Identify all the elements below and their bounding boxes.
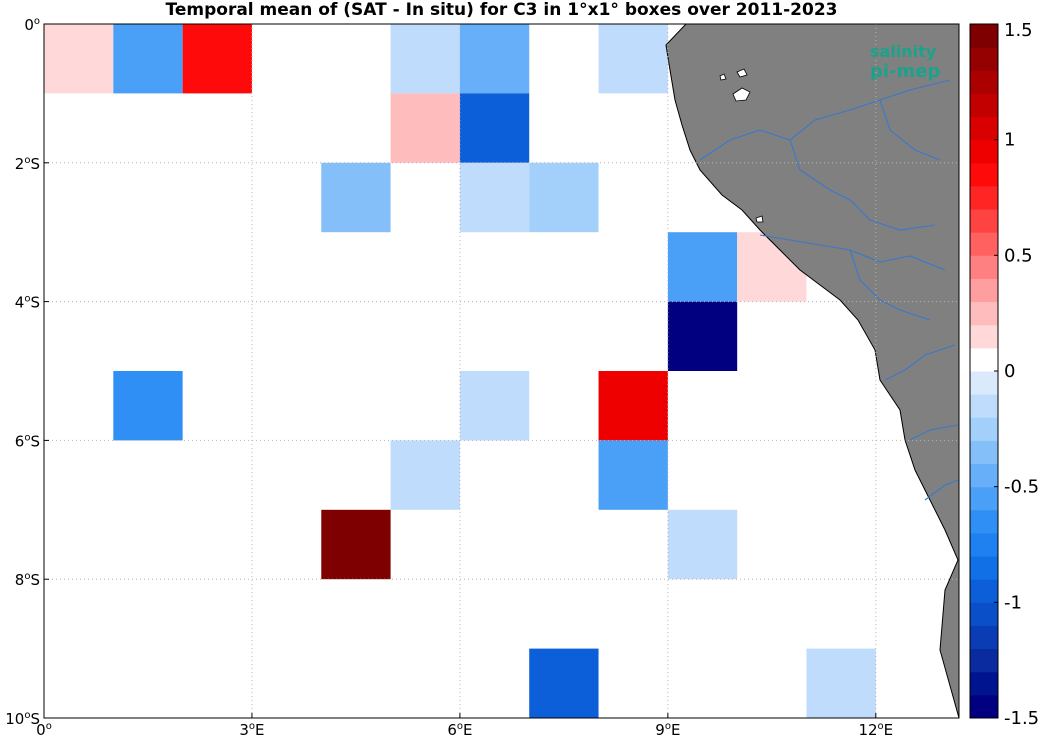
y-tick-label: 2oS (15, 155, 40, 173)
colorbar-ticks: 1.5 1 0.5 0 -0.5 -1 -1.5 (994, 20, 1039, 729)
y-tick-label: 8oS (15, 571, 40, 589)
colorbar-tick-label: 0 (1004, 361, 1015, 382)
heatmap-cell (529, 162, 599, 233)
y-tick-label: 10oS (5, 710, 40, 728)
colorbar-band (970, 509, 998, 534)
heatmap-cell (598, 24, 668, 94)
river (884, 344, 956, 381)
colorbar-band (970, 417, 998, 441)
island (736, 68, 748, 78)
colorbar-band (970, 301, 998, 326)
colorbar-band (970, 556, 998, 580)
x-tick-label: 12oE (858, 721, 893, 739)
heatmap-cell (390, 440, 460, 510)
river (909, 424, 959, 441)
island (719, 73, 727, 81)
colorbar-band (970, 440, 998, 465)
x-tick-label: 0o (36, 721, 52, 739)
x-axis: 0o 3oE 6oE 9oE 12oE (36, 713, 893, 739)
colorbar (969, 23, 999, 719)
heatmap-cells (44, 24, 876, 718)
river (789, 139, 936, 231)
colorbar-band (970, 671, 998, 696)
logo-line2: pi-mep (870, 61, 940, 82)
colorbar-band (970, 93, 998, 118)
colorbar-band (970, 255, 998, 279)
x-tick-label: 9oE (655, 721, 680, 739)
river (699, 79, 951, 161)
river (924, 479, 959, 501)
colorbar-band (970, 394, 998, 418)
colorbar-band (970, 602, 998, 626)
colorbar-band (970, 139, 998, 164)
colorbar-tick-label: 1 (1004, 130, 1015, 151)
colorbar-band (970, 324, 998, 349)
colorbar-band (970, 232, 998, 256)
heatmap-cell (667, 232, 738, 302)
heatmap-cell (459, 24, 530, 94)
y-axis: 0o 2oS 4oS 6oS 8oS 10oS (5, 16, 49, 728)
colorbar-tick-label: 0.5 (1004, 245, 1033, 266)
rivers (699, 79, 959, 501)
colorbar-band (970, 532, 998, 557)
colorbar-tick-label: -1.5 (1004, 708, 1039, 729)
heatmap-cell (598, 440, 668, 510)
colorbar-band (970, 625, 998, 650)
colorbar-band (970, 162, 998, 187)
heatmap-cell (113, 24, 183, 94)
y-tick-label: 4oS (15, 294, 40, 312)
colorbar-band (970, 209, 998, 233)
heatmap-cell (667, 509, 738, 580)
heatmap-cell (598, 371, 668, 441)
coastline-land (665, 24, 959, 718)
colorbar-band (970, 694, 998, 719)
heatmap-cell (321, 509, 391, 580)
colorbar-band (970, 463, 998, 488)
heatmap-cell (459, 162, 530, 233)
x-tick-label: 6oE (447, 721, 472, 739)
heatmap-cell (806, 648, 876, 718)
river (849, 249, 931, 321)
colorbar-band (970, 278, 998, 303)
heatmap-cell (390, 24, 460, 94)
colorbar-band (970, 486, 998, 511)
y-tick-label: 6oS (15, 432, 40, 450)
y-tick-label: 0o (24, 16, 40, 34)
heatmap-cell (459, 93, 530, 163)
colorbar-band (970, 116, 998, 141)
map-title: Temporal mean of (SAT - In situ) for C3 … (165, 0, 838, 20)
river (879, 99, 941, 161)
colorbar-band (970, 347, 998, 372)
logo-line1: salinity (870, 42, 937, 61)
plot-frame (43, 23, 960, 719)
grid-lines (44, 24, 959, 718)
islands (719, 68, 764, 223)
colorbar-band (970, 579, 998, 603)
salinity-pi-mep-logo: salinity pi-mep (870, 42, 940, 82)
colorbar-band (970, 47, 998, 71)
x-tick-label: 3oE (239, 721, 264, 739)
heatmap-cell (113, 371, 183, 441)
colorbar-band (970, 648, 998, 673)
island (755, 215, 764, 223)
colorbar-tick-label: -0.5 (1004, 477, 1039, 498)
colorbar-band (970, 24, 998, 48)
colorbar-band (970, 185, 998, 210)
land-mask (665, 24, 959, 718)
island (732, 87, 751, 102)
heatmap-cell (529, 648, 599, 718)
heatmap-cell (390, 93, 460, 163)
heatmap-cell (321, 162, 391, 233)
heatmap-cell (182, 24, 252, 94)
colorbar-band (970, 371, 998, 395)
heatmap-cell (44, 24, 114, 94)
heatmap-cell (667, 301, 738, 371)
colorbar-tick-label: 1.5 (1004, 20, 1033, 41)
colorbar-band (970, 70, 998, 94)
heatmap-cell (459, 371, 530, 441)
colorbar-tick-label: -1 (1004, 592, 1022, 613)
